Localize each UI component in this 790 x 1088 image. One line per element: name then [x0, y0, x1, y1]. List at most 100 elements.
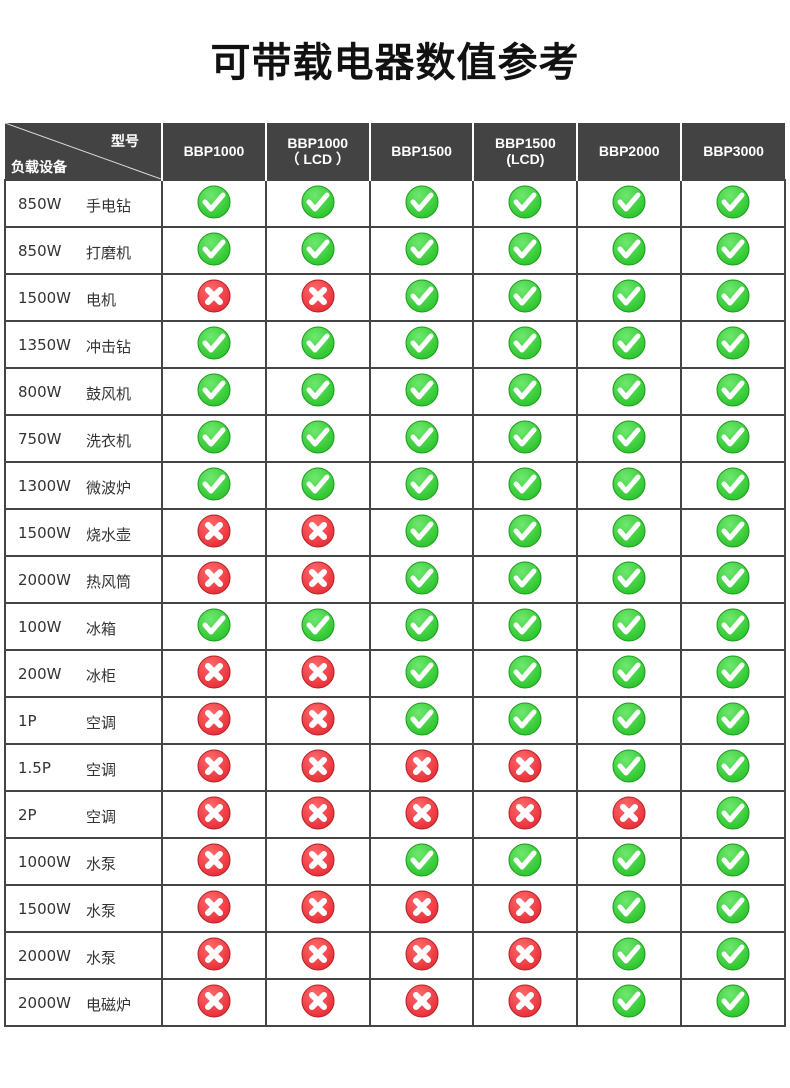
cross-icon — [301, 984, 335, 1022]
table-row: 850W 手电钻 — [4, 179, 786, 228]
support-cell — [161, 649, 267, 698]
support-cell — [576, 273, 683, 322]
support-cell — [576, 367, 683, 416]
check-icon — [612, 467, 646, 505]
cross-icon — [197, 890, 231, 928]
cross-icon — [197, 655, 231, 693]
check-icon — [197, 326, 231, 364]
support-cell — [368, 743, 475, 792]
device-cell: 2000W 电磁炉 — [4, 978, 163, 1027]
cross-icon — [197, 796, 231, 834]
support-cell — [680, 696, 786, 745]
support-cell — [680, 320, 786, 369]
cross-icon — [508, 984, 542, 1022]
support-cell — [472, 931, 579, 980]
support-cell — [680, 273, 786, 322]
check-icon — [197, 373, 231, 411]
device-name: 空调 — [86, 761, 117, 779]
power-value: 1P — [18, 712, 37, 730]
model-header: BBP1000 — [161, 123, 266, 180]
support-cell — [264, 743, 371, 792]
device-name: 水泵 — [86, 949, 117, 967]
support-cell — [472, 743, 579, 792]
support-cell — [576, 649, 683, 698]
device-cell: 1500W 烧水壶 — [4, 508, 163, 557]
table-row: 2000W 热风筒 — [4, 555, 786, 604]
check-icon — [612, 373, 646, 411]
check-icon — [405, 326, 439, 364]
support-cell — [472, 555, 579, 604]
support-cell — [576, 555, 683, 604]
support-cell — [264, 179, 371, 228]
power-value: 850W — [18, 242, 62, 260]
support-cell — [264, 696, 371, 745]
support-cell — [576, 320, 683, 369]
check-icon — [405, 185, 439, 223]
check-icon — [716, 890, 750, 928]
check-icon — [612, 749, 646, 787]
cross-icon — [405, 796, 439, 834]
support-cell — [161, 179, 267, 228]
check-icon — [612, 514, 646, 552]
check-icon — [197, 467, 231, 505]
support-cell — [680, 461, 786, 510]
device-label: 负载设备 — [11, 159, 67, 175]
power-value: 2000W — [18, 947, 72, 965]
support-cell — [472, 978, 579, 1027]
model-label: 型号 — [111, 133, 139, 149]
check-icon — [716, 279, 750, 317]
support-cell — [161, 978, 267, 1027]
support-cell — [472, 367, 579, 416]
support-cell — [161, 273, 267, 322]
check-icon — [405, 561, 439, 599]
support-cell — [368, 555, 475, 604]
support-cell — [368, 602, 475, 651]
device-name: 手电钻 — [86, 197, 132, 215]
device-cell: 2P 空调 — [4, 790, 163, 839]
support-cell — [472, 696, 579, 745]
support-cell — [264, 508, 371, 557]
table-row: 1500W 水泵 — [4, 884, 786, 933]
support-cell — [264, 790, 371, 839]
compatibility-table: 型号 负载设备 BBP1000 BBP1000 （ LCD ） BBP1500 BBP1… — [4, 123, 786, 1027]
power-value: 1500W — [18, 900, 72, 918]
check-icon — [612, 890, 646, 928]
support-cell — [472, 226, 579, 275]
check-icon — [716, 561, 750, 599]
support-cell — [576, 978, 683, 1027]
support-cell — [161, 226, 267, 275]
model-variant: (LCD) — [506, 151, 545, 167]
support-cell — [576, 743, 683, 792]
check-icon — [301, 467, 335, 505]
support-cell — [368, 320, 475, 369]
model-header: BBP1000 （ LCD ） — [264, 123, 370, 180]
check-icon — [612, 185, 646, 223]
check-icon — [405, 655, 439, 693]
cross-icon — [197, 279, 231, 317]
device-cell: 850W 手电钻 — [4, 179, 163, 228]
support-cell — [264, 837, 371, 886]
device-name: 微波炉 — [86, 479, 132, 497]
check-icon — [508, 326, 542, 364]
table-row: 1500W 烧水壶 — [4, 508, 786, 557]
check-icon — [716, 185, 750, 223]
power-value: 1000W — [18, 853, 72, 871]
cross-icon — [612, 796, 646, 834]
check-icon — [612, 702, 646, 740]
support-cell — [680, 884, 786, 933]
power-value: 2000W — [18, 571, 72, 589]
page-title: 可带载电器数值参考 — [210, 40, 580, 86]
support-cell — [368, 226, 475, 275]
cross-icon — [301, 702, 335, 740]
check-icon — [716, 843, 750, 881]
cross-icon — [405, 890, 439, 928]
device-name: 冰柜 — [86, 667, 117, 685]
check-icon — [716, 514, 750, 552]
support-cell — [472, 273, 579, 322]
check-icon — [405, 608, 439, 646]
check-icon — [612, 655, 646, 693]
device-name: 水泵 — [86, 855, 117, 873]
support-cell — [680, 649, 786, 698]
power-value: 100W — [18, 618, 62, 636]
model-header: BBP3000 — [680, 123, 785, 180]
